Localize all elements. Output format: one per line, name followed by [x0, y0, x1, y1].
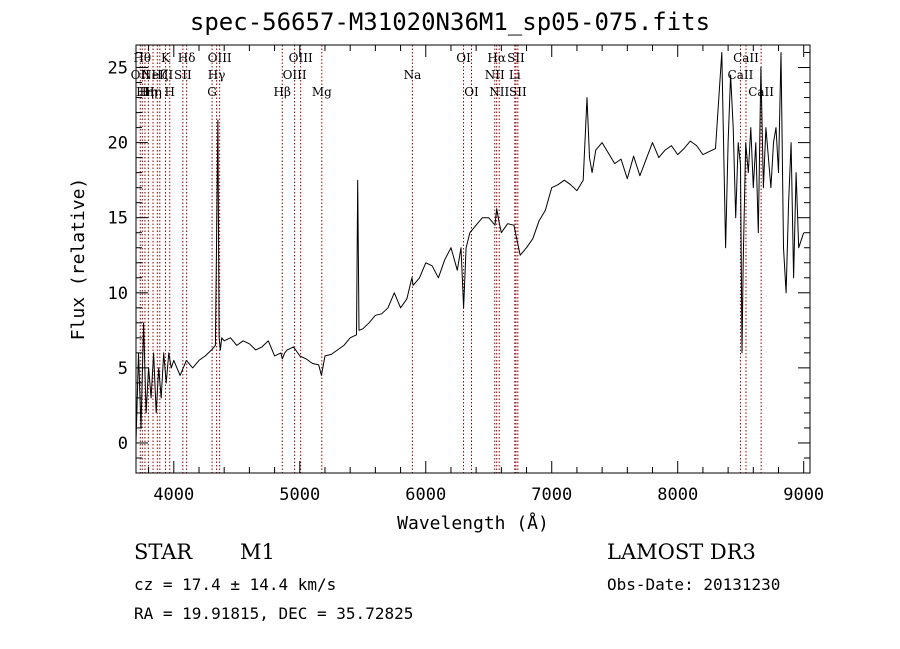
spectral-line-label: OI [456, 51, 471, 65]
y-tick-label: 25 [108, 59, 128, 79]
y-axis-label: Flux (relative) [68, 178, 89, 341]
observation-date: Obs-Date: 20131230 [607, 575, 781, 594]
x-tick-label: 6000 [405, 485, 446, 505]
x-tick-label: 4000 [153, 485, 194, 505]
spectral-line-label: Hζ [151, 68, 168, 82]
x-axis-label: Wavelength (Å) [397, 512, 549, 534]
x-tick-label: 9000 [783, 485, 824, 505]
y-tick-label: 5 [118, 359, 128, 379]
redshift-cz: cz = 17.4 ± 14.4 km/s [134, 575, 337, 594]
spectral-line-label: SII [507, 51, 525, 65]
coordinates: RA = 19.91815, DEC = 35.72825 [134, 604, 414, 623]
spectral-line-label: Hγ [208, 68, 226, 82]
x-tick-label: 5000 [279, 485, 320, 505]
spectral-line-label: Hα [487, 51, 506, 65]
spectral-line-label: NII [485, 68, 505, 82]
y-tick-label: 20 [108, 134, 128, 154]
spectral-line-label: NeIII [141, 68, 173, 82]
spectral-line-label: SII [509, 85, 527, 99]
spectral-line-label: SII [174, 68, 192, 82]
spectral-line-label: H [165, 85, 175, 99]
spectral-line-label: OIII [208, 51, 232, 65]
spectral-line-label: OIII [283, 68, 307, 82]
object-subclass: M1 [240, 540, 275, 564]
y-tick-label: 15 [108, 209, 128, 229]
spectral-line-label: Hη [136, 85, 154, 99]
y-tick-label: 0 [118, 434, 128, 454]
spectral-line-label: G [207, 85, 217, 99]
spectral-line-markers [139, 45, 762, 473]
survey-name: LAMOST DR3 [607, 540, 756, 564]
y-axis: 0 5 10 15 20 25 [108, 52, 810, 459]
x-tick-label: 8000 [657, 485, 698, 505]
spectral-line-label: NII [489, 85, 509, 99]
spectral-line-label: Hη [144, 85, 162, 99]
chart-title: spec-56657-M31020N36M1_sp05-075.fits [189, 8, 711, 36]
spectral-line-label: Li [509, 68, 521, 82]
y-tick-label: 10 [108, 284, 128, 304]
object-type: STAR [134, 540, 193, 564]
spectral-line-labels: OIIHθHηHηHηNeIIIHζKHSIIHδGHγOIIIHβOIIIOI… [131, 51, 775, 99]
spectral-line-label: Hβ [274, 85, 291, 99]
spectral-line-label: Hδ [178, 51, 196, 65]
spectral-line-label: Hη [140, 85, 158, 99]
spectral-line-label: K [161, 51, 171, 65]
spectral-line-label: OI [464, 85, 479, 99]
series-group [135, 52, 805, 444]
spectral-line-label: CaII [733, 51, 759, 65]
x-tick-label: 7000 [531, 485, 572, 505]
series-spectrum [135, 52, 805, 444]
spectral-line-label: CaII [728, 68, 754, 82]
x-axis: 4000 5000 6000 7000 8000 9000 [148, 45, 824, 505]
spectral-line-label: Na [404, 68, 422, 82]
spectral-line-label: Mg [312, 85, 332, 99]
spectral-line-label: OIII [289, 51, 313, 65]
spectral-line-label: Hθ [133, 51, 151, 65]
plot-frame [135, 44, 811, 474]
